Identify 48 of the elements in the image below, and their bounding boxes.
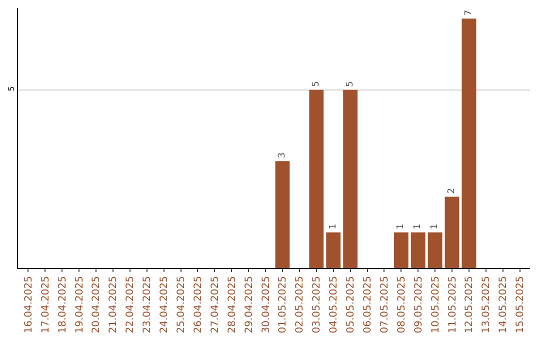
bar: [394, 232, 408, 268]
data-label: 5: [311, 81, 322, 87]
x-tick-label: 02.05.2025: [294, 276, 306, 334]
data-label: 1: [328, 224, 338, 230]
x-tick-label: 14.05.2025: [498, 276, 510, 334]
x-tick-label: 17.04.2025: [40, 276, 52, 334]
x-tick-label: 05.05.2025: [346, 276, 357, 334]
x-tick-label: 01.05.2025: [278, 276, 289, 334]
x-tick-label: 23.04.2025: [142, 276, 154, 334]
x-tick-label: 11.05.2025: [447, 276, 458, 334]
bar: [428, 232, 442, 268]
x-tick-label: 12.05.2025: [464, 276, 476, 334]
x-tick-label: 08.05.2025: [396, 276, 408, 334]
bar: [444, 196, 460, 268]
data-label: 1: [430, 224, 440, 230]
x-tick-label: 13.05.2025: [481, 276, 492, 334]
x-tick-label: 04.05.2025: [328, 276, 340, 334]
x-tick-label: 15.05.2025: [515, 276, 526, 334]
bar: [462, 18, 476, 268]
x-tick-label: 24.04.2025: [159, 276, 170, 334]
data-label: 1: [396, 224, 406, 230]
x-tick-label: 09.05.2025: [413, 276, 424, 334]
x-tick-label: 16.04.2025: [23, 276, 34, 334]
data-label: 3: [277, 152, 288, 158]
x-tick-label: 28.04.2025: [226, 276, 238, 334]
x-tick-label: 22.04.2025: [125, 276, 136, 334]
bar: [309, 90, 324, 268]
x-tick-label: 21.04.2025: [108, 276, 120, 334]
x-tick-label: 03.05.2025: [312, 276, 323, 334]
x-tick-label: 27.04.2025: [210, 276, 221, 334]
data-label: 7: [464, 10, 474, 16]
bar: [410, 232, 426, 268]
x-tick-label: 06.05.2025: [362, 276, 374, 334]
bar: [326, 232, 341, 268]
x-tick-label: 07.05.2025: [379, 276, 390, 334]
x-tick-label: 29.04.2025: [244, 276, 255, 334]
x-tick-label: 10.05.2025: [430, 276, 442, 334]
x-tick-label: 18.04.2025: [57, 276, 68, 334]
x-tick-label: 26.04.2025: [192, 276, 204, 334]
data-label: 5: [345, 81, 356, 87]
x-tick-label: 20.04.2025: [91, 276, 102, 334]
bar: [275, 161, 290, 268]
x-tick-label: 19.04.2025: [74, 276, 86, 334]
data-label: 1: [413, 224, 424, 230]
data-label: 2: [447, 188, 458, 194]
x-tick-label: 30.04.2025: [260, 276, 272, 334]
bar: [343, 90, 358, 268]
x-tick-label: 25.04.2025: [176, 276, 187, 334]
